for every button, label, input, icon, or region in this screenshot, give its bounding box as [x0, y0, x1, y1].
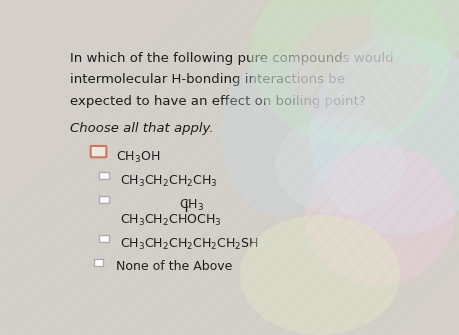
- Ellipse shape: [240, 215, 399, 335]
- FancyBboxPatch shape: [99, 235, 109, 242]
- Ellipse shape: [219, 55, 339, 215]
- Text: $\mathrm{CH_3CH_2CH_2CH_2CH_2SH}$: $\mathrm{CH_3CH_2CH_2CH_2CH_2SH}$: [120, 237, 258, 252]
- FancyBboxPatch shape: [93, 259, 103, 266]
- Text: $\mathrm{CH_3OH}$: $\mathrm{CH_3OH}$: [116, 149, 160, 165]
- Text: $\mathrm{CH_3CH_2CHOCH_3}$: $\mathrm{CH_3CH_2CHOCH_3}$: [120, 212, 221, 227]
- Text: $\mathrm{CH_3CH_2CH_2CH_3}$: $\mathrm{CH_3CH_2CH_2CH_3}$: [120, 174, 217, 189]
- Ellipse shape: [289, 15, 429, 135]
- Ellipse shape: [304, 145, 454, 285]
- Text: None of the Above: None of the Above: [116, 261, 232, 273]
- FancyBboxPatch shape: [99, 172, 109, 179]
- Ellipse shape: [369, 0, 459, 65]
- Text: In which of the following pure compounds would: In which of the following pure compounds…: [70, 52, 393, 65]
- Ellipse shape: [274, 115, 404, 215]
- Ellipse shape: [309, 35, 459, 235]
- FancyBboxPatch shape: [99, 196, 109, 203]
- Text: Choose all that apply.: Choose all that apply.: [70, 123, 213, 135]
- Text: $\mathrm{CH_3}$: $\mathrm{CH_3}$: [178, 198, 203, 213]
- Text: expected to have an effect on boiling point?: expected to have an effect on boiling po…: [70, 94, 365, 108]
- Text: intermolecular H-bonding interactions be: intermolecular H-bonding interactions be: [70, 73, 344, 86]
- Ellipse shape: [249, 0, 449, 145]
- FancyBboxPatch shape: [90, 146, 106, 157]
